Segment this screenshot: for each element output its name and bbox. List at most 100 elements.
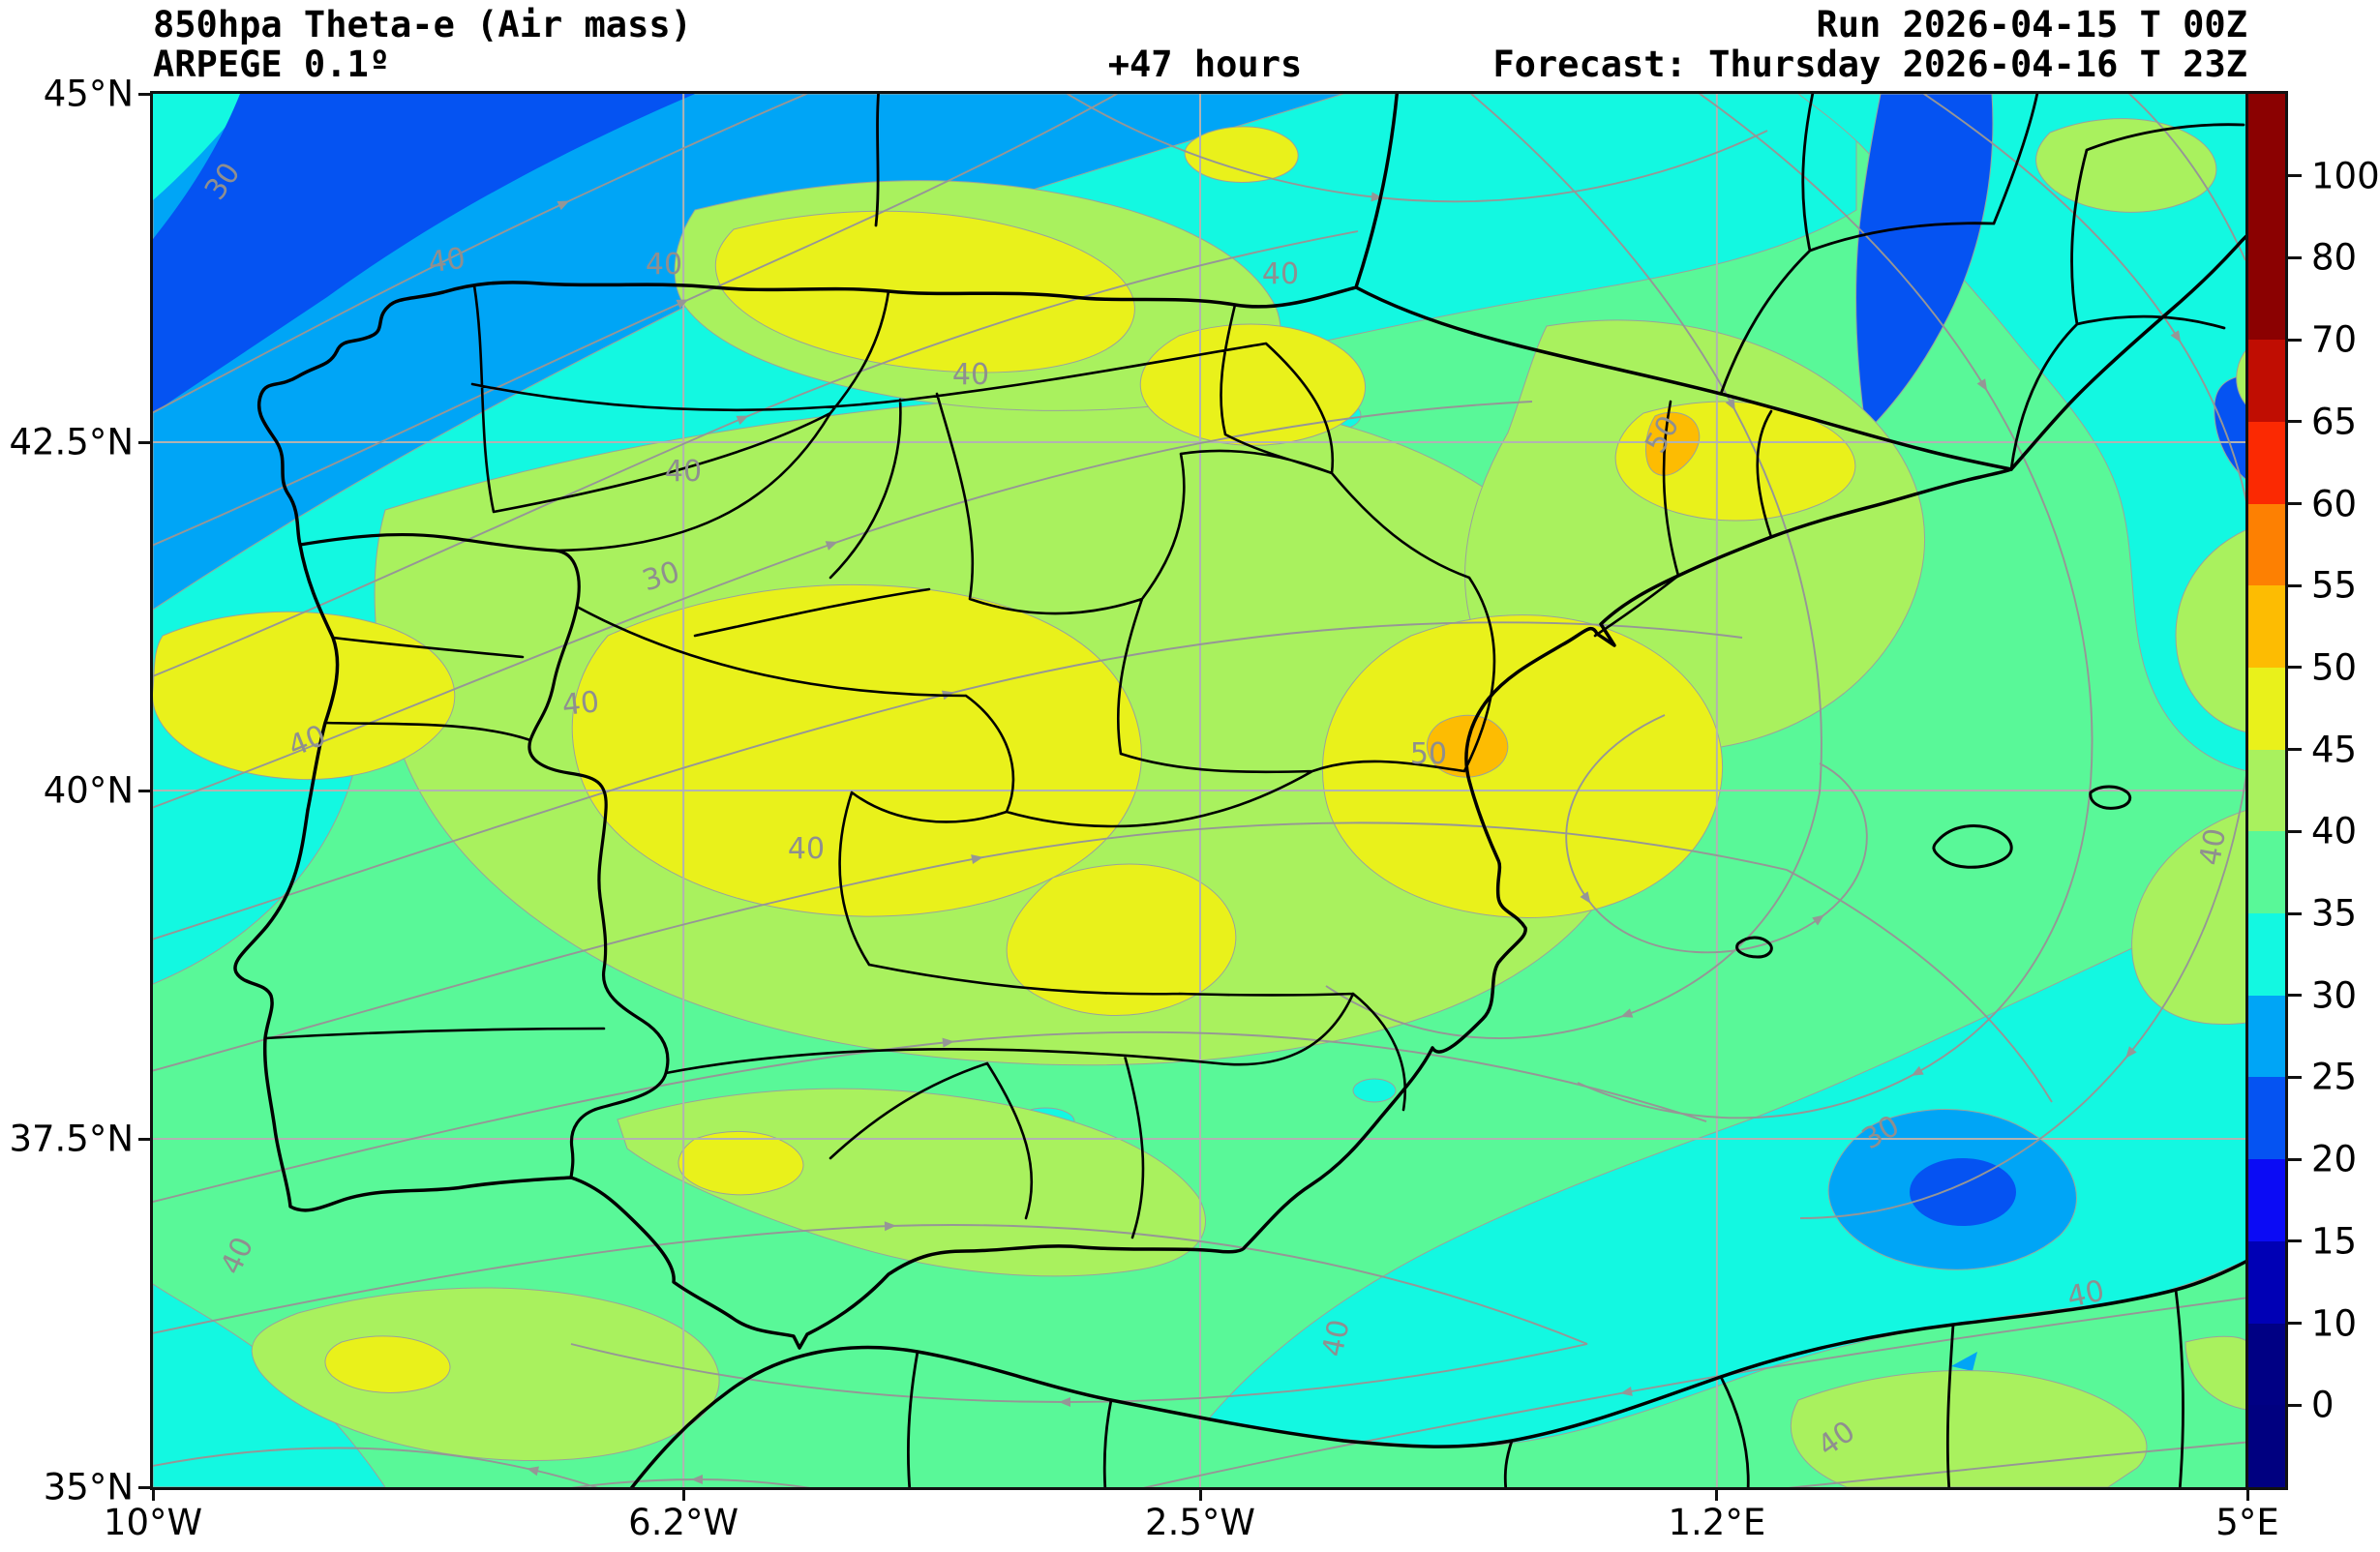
contour-label: 50 <box>1410 737 1447 771</box>
contour-label: 40 <box>1316 1317 1357 1360</box>
colorbar-tick-mark <box>2285 174 2302 178</box>
contour-label: 40 <box>952 358 989 392</box>
contour-label: 40 <box>2193 826 2233 869</box>
x-tick-mark <box>1715 1487 1719 1501</box>
portugal-spain-border <box>298 532 670 1179</box>
x-tick-mark <box>681 1487 685 1501</box>
y-tick-mark <box>138 1485 152 1489</box>
colorbar-tick-label: 65 <box>2311 401 2358 443</box>
contour-label: 40 <box>2064 1274 2108 1315</box>
y-tick-mark <box>138 440 152 444</box>
colorbar-tick-mark <box>2285 748 2302 752</box>
y-tick-label: 37.5°N <box>9 1118 134 1160</box>
colorbar-tick-mark <box>2285 666 2302 670</box>
political-boundaries <box>233 94 2247 1487</box>
wind-streamlines <box>153 94 2247 1487</box>
contour-label: 40 <box>665 455 702 489</box>
colorbar-segment <box>2248 421 2285 504</box>
africa-borders <box>907 1288 2184 1487</box>
pyrenees-border <box>1354 285 2013 471</box>
colorbar-segment <box>2248 1323 2285 1406</box>
lead-time-label: +47 hours <box>1107 44 1303 85</box>
balearic-islands <box>1735 785 2132 959</box>
colorbar-tick-mark <box>2285 829 2302 833</box>
colorbar-segment <box>2248 257 2285 341</box>
colorbar-tick-label: 10 <box>2311 1302 2358 1345</box>
x-tick-mark <box>151 1487 155 1501</box>
y-tick-label: 42.5°N <box>9 421 134 463</box>
france-borders <box>874 94 2245 471</box>
colorbar-tick-label: 0 <box>2311 1384 2335 1426</box>
lat-lon-gridlines <box>153 94 2247 1487</box>
iberia-coastline <box>233 94 2247 1350</box>
colorbar-tick-mark <box>2285 255 2302 259</box>
colorbar-tick-label: 25 <box>2311 1056 2358 1098</box>
colorbar-tick-label: 15 <box>2311 1220 2358 1263</box>
colorbar-segment <box>2248 340 2285 422</box>
y-tick-label: 40°N <box>43 769 134 812</box>
contour-label: 40 <box>788 832 825 866</box>
colorbar-segment <box>2248 585 2285 668</box>
contour-label: 40 <box>560 685 601 723</box>
colorbar-tick-mark <box>2285 1239 2302 1243</box>
colorbar-tick-label: 45 <box>2311 729 2358 771</box>
x-tick-label: 10°W <box>103 1502 203 1543</box>
x-tick-label: 6.2°W <box>628 1502 739 1543</box>
colorbar-segment <box>2248 749 2285 832</box>
colorbar-tick-mark <box>2285 420 2302 424</box>
y-tick-mark <box>138 92 152 96</box>
colorbar-tick-label: 80 <box>2311 236 2358 279</box>
colorbar-segment <box>2248 1405 2285 1487</box>
run-label: Run 2026-04-15 T 00Z <box>1816 4 2247 45</box>
colorbar-tick-label: 20 <box>2311 1138 2358 1180</box>
colorbar-tick-mark <box>2285 911 2302 915</box>
colorbar-tick-label: 60 <box>2311 483 2358 525</box>
colorbar <box>2245 91 2288 1490</box>
africa-coastline <box>629 1259 2247 1487</box>
colorbar-tick-mark <box>2285 1075 2302 1079</box>
map-plot-area: 30 40 40 30 40 40 40 40 40 40 50 50 40 30 40 40 40 40 <box>150 91 2250 1490</box>
y-tick-mark <box>138 789 152 792</box>
colorbar-tick-mark <box>2285 1157 2302 1161</box>
x-tick-mark <box>1198 1487 1202 1501</box>
chart-title: 850hpa Theta-e (Air mass) <box>153 4 692 45</box>
colorbar-segment <box>2248 995 2285 1078</box>
colorbar-tick-label: 55 <box>2311 564 2358 607</box>
field-regions-30-35 <box>153 94 2247 1487</box>
y-tick-label: 45°N <box>43 73 134 115</box>
y-tick-mark <box>138 1137 152 1141</box>
contour-label: 40 <box>426 242 467 281</box>
colorbar-tick-label: 35 <box>2311 892 2358 935</box>
colorbar-segment <box>2248 831 2285 914</box>
contour-label: 40 <box>646 248 682 282</box>
colorbar-tick-mark <box>2285 1403 2302 1407</box>
colorbar-tick-mark <box>2285 502 2302 506</box>
y-tick-label: 35°N <box>43 1466 134 1508</box>
colorbar-tick-mark <box>2285 583 2302 587</box>
colorbar-tick-label: 70 <box>2311 318 2358 361</box>
x-tick-label: 1.2°E <box>1668 1502 1766 1543</box>
colorbar-tick-label: 50 <box>2311 646 2358 689</box>
colorbar-tick-label: 100 <box>2311 155 2380 197</box>
province-borders <box>263 284 1773 1239</box>
colorbar-tick-label: 40 <box>2311 810 2358 852</box>
colorbar-segment <box>2248 913 2285 996</box>
colorbar-segment <box>2248 503 2285 586</box>
colorbar-segment <box>2248 1240 2285 1324</box>
contour-label: 40 <box>1262 257 1299 291</box>
colorbar-segment <box>2248 94 2285 176</box>
colorbar-segment <box>2248 1159 2285 1241</box>
colorbar-segment <box>2248 667 2285 750</box>
x-tick-label: 2.5°W <box>1145 1502 1255 1543</box>
field-regions-20-25 <box>153 94 2247 1226</box>
model-label: ARPEGE 0.1º <box>153 44 391 85</box>
colorbar-segment <box>2248 175 2285 258</box>
colorbar-tick-mark <box>2285 1322 2302 1326</box>
colorbar-tick-label: 30 <box>2311 974 2358 1017</box>
x-tick-label: 5°E <box>2215 1502 2279 1543</box>
colorbar-tick-mark <box>2285 994 2302 998</box>
colorbar-tick-mark <box>2285 338 2302 342</box>
valid-time-label: Forecast: Thursday 2026-04-16 T 23Z <box>1492 44 2247 85</box>
